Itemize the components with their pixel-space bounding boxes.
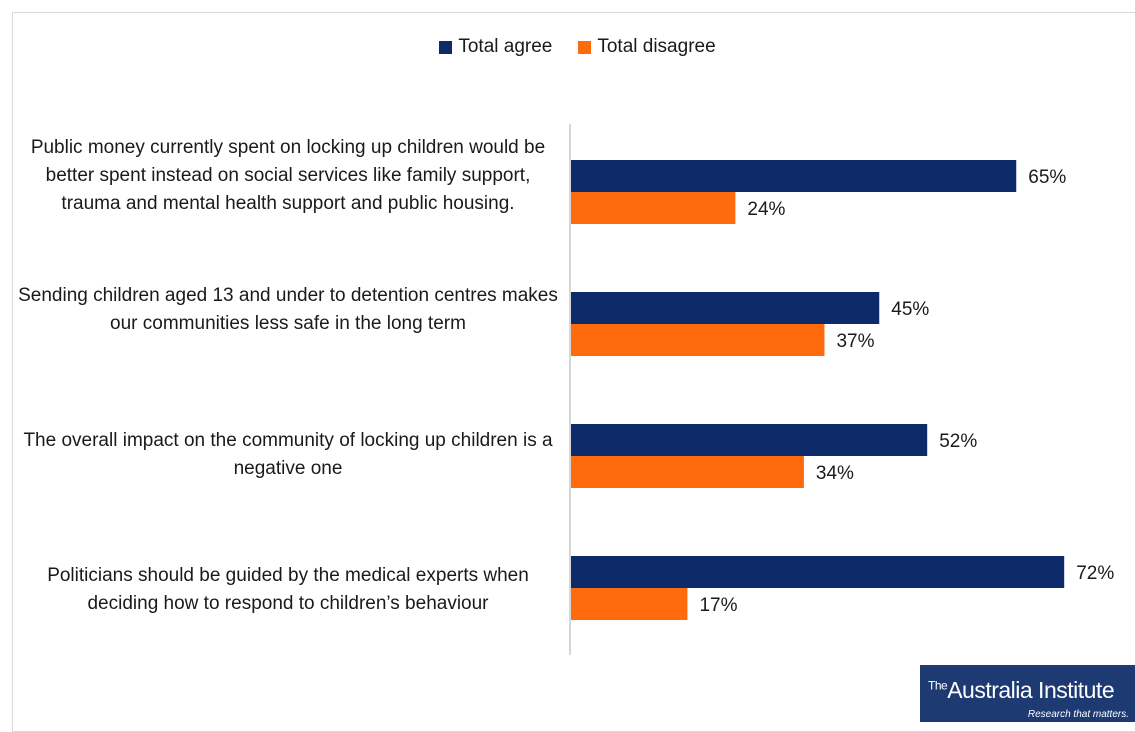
australia-institute-logo: TheAustralia Institute Research that mat… xyxy=(920,665,1135,722)
category-label-4: Politicians should be guided by the medi… xyxy=(47,565,529,614)
logo-title: TheAustralia Institute xyxy=(928,677,1115,704)
logo-name: Australia Institute xyxy=(947,677,1115,703)
legend-item-agree: Total agree xyxy=(439,36,552,58)
bar-disagree-3 xyxy=(571,456,804,488)
legend-label-disagree: Total disagree xyxy=(597,36,716,57)
legend: Total agree Total disagree xyxy=(0,36,1135,58)
legend-item-disagree: Total disagree xyxy=(578,36,716,58)
category-label-3: The overall impact on the community of l… xyxy=(23,430,553,479)
bar-agree-4 xyxy=(571,556,1065,588)
value-label-disagree-1: 24% xyxy=(747,199,785,220)
legend-swatch-agree xyxy=(439,40,453,54)
logo-tagline: Research that matters. xyxy=(1027,709,1129,720)
legend-label-agree: Total agree xyxy=(458,36,553,57)
value-label-agree-3: 52% xyxy=(939,431,977,452)
value-label-agree-2: 45% xyxy=(891,299,929,320)
bar-disagree-2 xyxy=(571,324,825,356)
bar-agree-2 xyxy=(571,292,880,324)
logo-the: The xyxy=(928,678,948,693)
category-label-2: Sending children aged 13 and under to de… xyxy=(18,285,558,334)
value-label-agree-1: 65% xyxy=(1028,167,1066,188)
value-label-disagree-3: 34% xyxy=(816,463,854,484)
value-label-disagree-4: 17% xyxy=(699,595,737,616)
bar-disagree-1 xyxy=(571,192,736,224)
legend-swatch-disagree xyxy=(578,40,592,54)
bar-agree-3 xyxy=(571,424,928,456)
bar-agree-1 xyxy=(571,160,1017,192)
value-label-disagree-2: 37% xyxy=(836,331,874,352)
category-label-1: Public money currently spent on locking … xyxy=(30,137,546,214)
value-label-agree-4: 72% xyxy=(1076,563,1114,584)
bar-disagree-4 xyxy=(571,588,688,620)
